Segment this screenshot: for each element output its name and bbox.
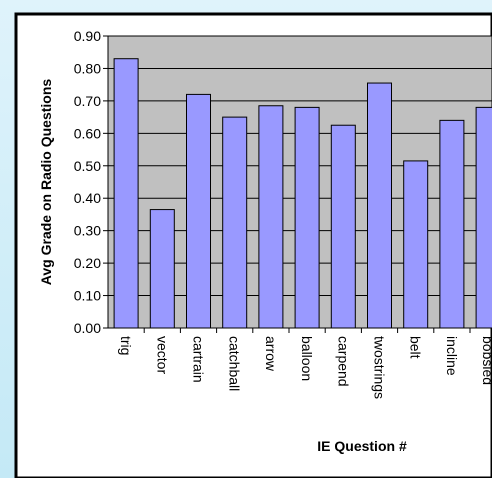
- bar-belt: [403, 160, 429, 329]
- x-tick-label-arrow: arrow: [263, 336, 279, 372]
- y-tick-label: 0.90: [74, 28, 101, 44]
- y-axis-title: Avg Grade on Radio Questions: [38, 79, 54, 286]
- bar-trig: [113, 58, 139, 329]
- x-tick-label-bobsled: bobsled: [480, 336, 492, 385]
- x-tick-label-carpend: carpend: [335, 336, 351, 387]
- x-tick-label-vector: vector: [154, 336, 170, 374]
- x-tick-label-balloon: balloon: [299, 336, 315, 381]
- bar-incline: [439, 119, 465, 329]
- y-tick-label: 0.70: [74, 93, 101, 109]
- bar-twostrings: [367, 82, 392, 329]
- y-tick-label: 0.00: [74, 320, 101, 336]
- bar-vector: [149, 209, 175, 329]
- x-tick-label-incline: incline: [444, 336, 460, 376]
- bar-balloon: [294, 106, 320, 329]
- x-tick-label-catchball: catchball: [227, 336, 243, 391]
- x-tick-label-twostrings: twostrings: [372, 336, 388, 399]
- y-tick-label: 0.50: [74, 158, 101, 174]
- y-tick-label: 0.40: [74, 190, 101, 206]
- axes: [107, 36, 492, 329]
- y-tick-label: 0.60: [74, 125, 101, 141]
- x-tick-label-belt: belt: [408, 336, 424, 359]
- y-tick-label: 0.30: [74, 223, 101, 239]
- y-tick-label: 0.20: [74, 255, 101, 271]
- y-tick-label: 0.10: [74, 288, 101, 304]
- y-tick-label: 0.80: [74, 60, 101, 76]
- bar-carpend: [330, 124, 356, 329]
- bar-arrow: [258, 105, 284, 329]
- bar-cartrain: [186, 93, 211, 329]
- bars: [113, 58, 492, 329]
- x-axis-title: IE Question #: [317, 438, 407, 454]
- x-tick-label-cartrain: cartrain: [191, 336, 207, 383]
- x-tick-label-trig: trig: [118, 336, 134, 355]
- x-tick-labels: trig vector cartrain catchball arrow balloon c…: [118, 328, 492, 399]
- bar-catchball: [222, 116, 248, 329]
- bar-bobsled: [475, 106, 492, 329]
- y-tick-labels: 0.00 0.10 0.20 0.30 0.40 0.50 0.60 0.70 0.80 0.90: [74, 28, 108, 336]
